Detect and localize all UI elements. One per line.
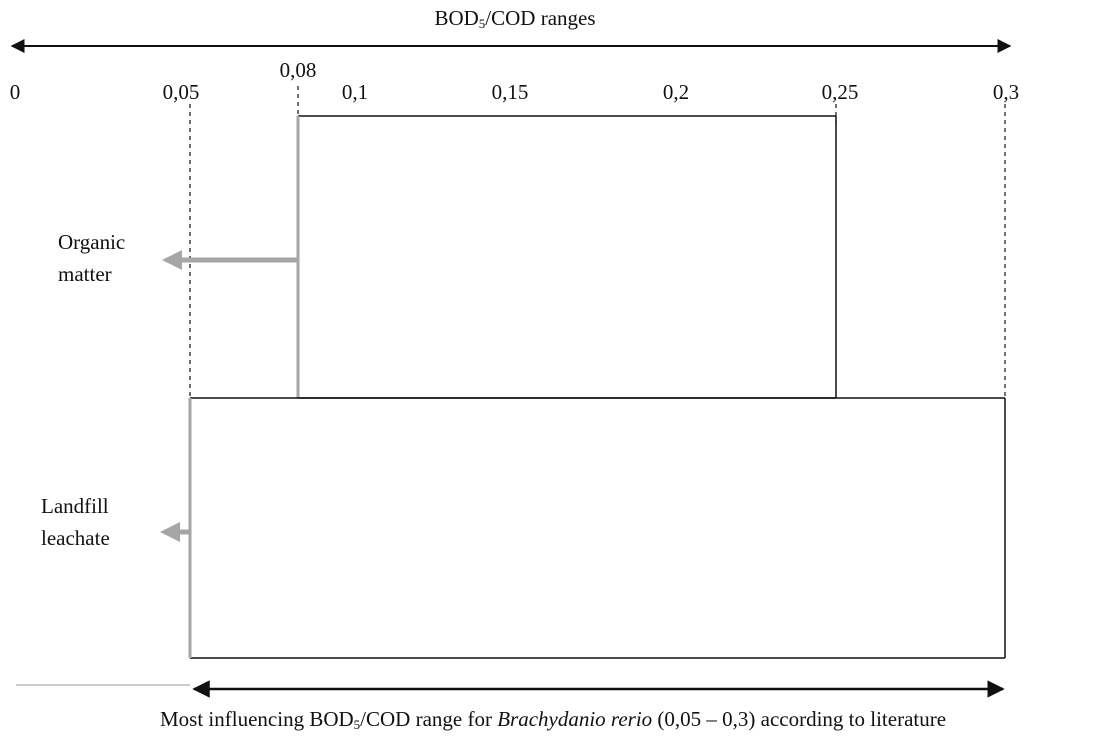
diagram-title: BOD5/COD ranges: [434, 6, 596, 31]
tick-label: 0,3: [992, 80, 1020, 104]
tick-label: 0,25: [821, 80, 859, 104]
tick-label-extra: 0,08: [279, 58, 317, 82]
tick-label: 0,05: [162, 80, 200, 104]
range-box-organic-matter: [296, 115, 837, 399]
tick-label: 0,1: [341, 80, 369, 104]
range-label-landfill-leachate: Landfill leachate: [41, 494, 110, 550]
literature-caption: Most influencing BOD5/COD range for Brac…: [160, 707, 947, 732]
tick-label: 0: [9, 80, 21, 104]
range-label-organic-matter: Organic matter: [58, 230, 126, 286]
tick-label: 0,2: [662, 80, 690, 104]
tick-label: 0,15: [491, 80, 529, 104]
range-box-landfill-leachate: [188, 397, 1006, 659]
